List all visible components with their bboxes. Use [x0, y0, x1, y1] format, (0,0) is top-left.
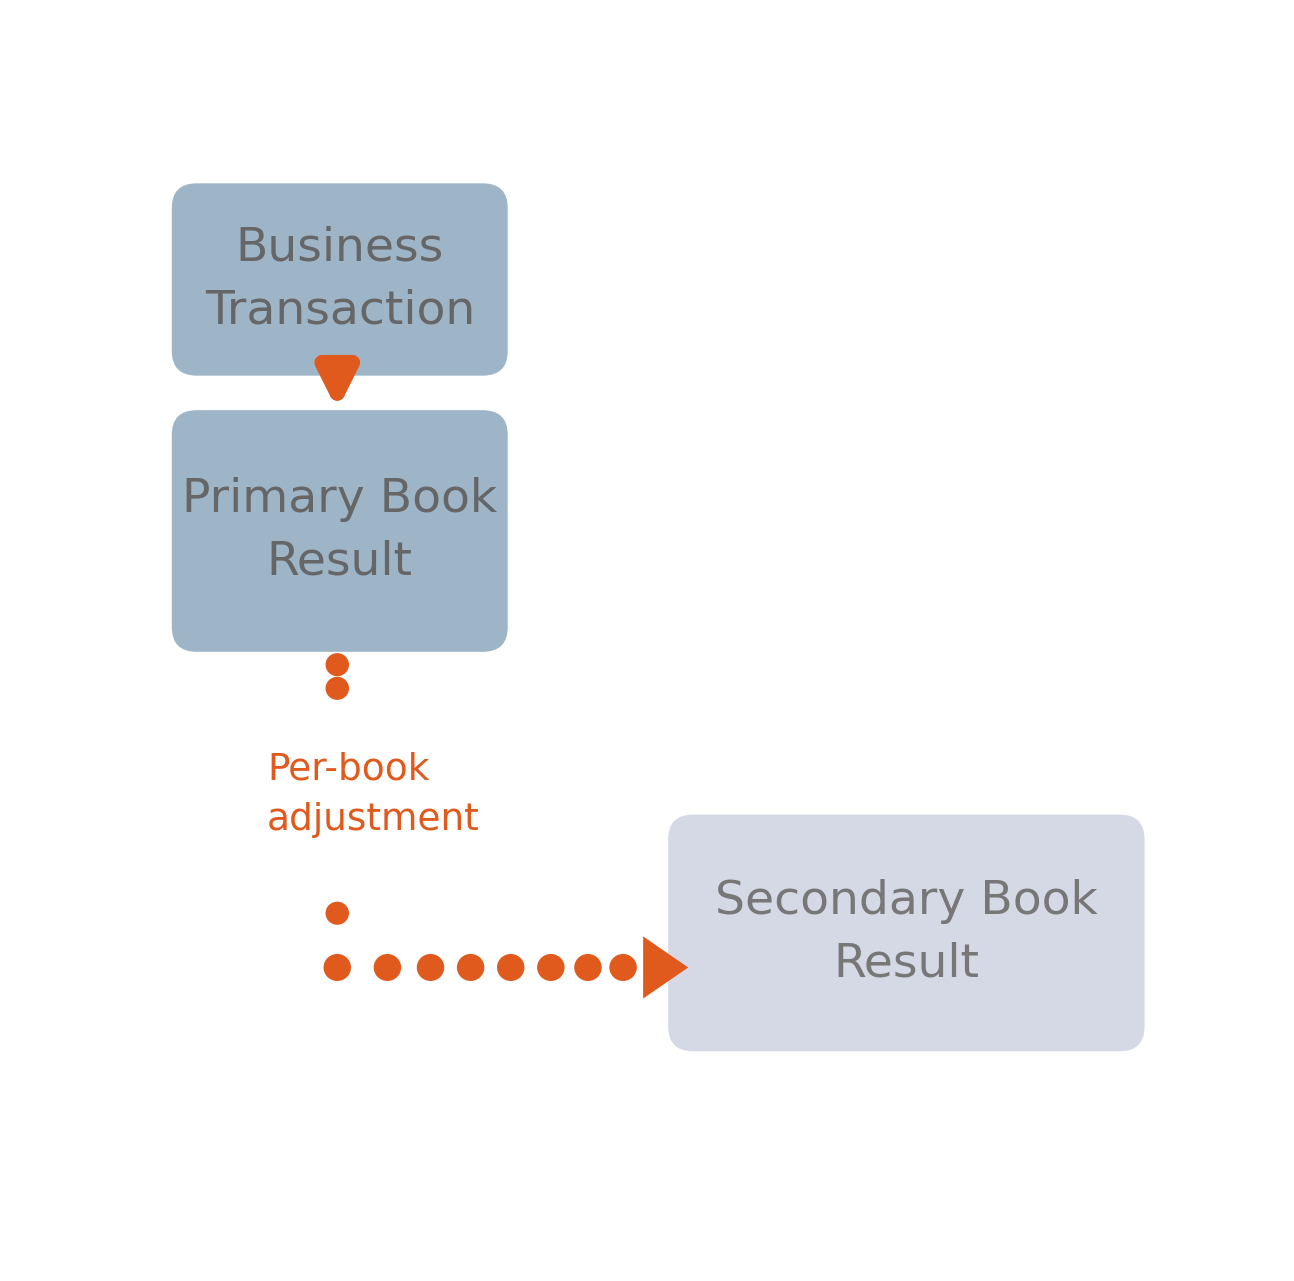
Polygon shape	[643, 936, 688, 999]
Circle shape	[326, 678, 348, 699]
Circle shape	[325, 954, 351, 980]
Text: Secondary Book
Result: Secondary Book Result	[716, 879, 1097, 986]
FancyBboxPatch shape	[172, 410, 507, 652]
Text: Primary Book
Result: Primary Book Result	[182, 478, 497, 584]
Circle shape	[498, 954, 524, 980]
FancyBboxPatch shape	[172, 183, 507, 375]
Text: Business
Transaction: Business Transaction	[204, 225, 475, 333]
FancyBboxPatch shape	[668, 815, 1145, 1052]
Circle shape	[326, 902, 348, 924]
Circle shape	[458, 954, 484, 980]
Text: Per-book
adjustment: Per-book adjustment	[267, 752, 480, 838]
Circle shape	[418, 954, 444, 980]
Circle shape	[326, 653, 348, 675]
Circle shape	[609, 954, 637, 980]
Circle shape	[538, 954, 564, 980]
Circle shape	[374, 954, 400, 980]
Circle shape	[575, 954, 600, 980]
